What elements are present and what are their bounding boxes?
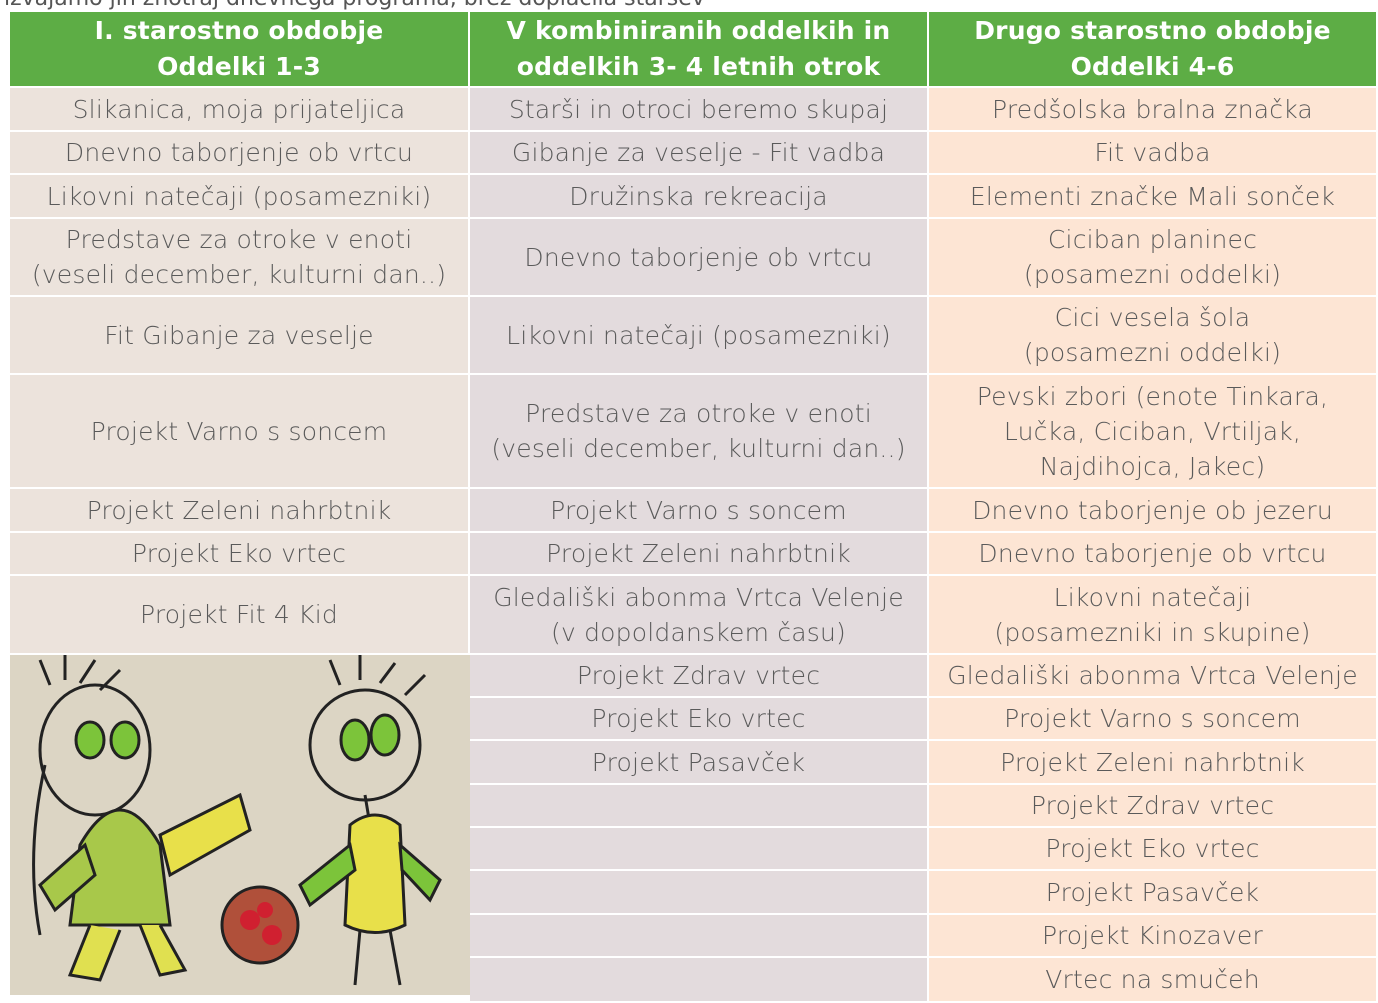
table-cell: Fit Gibanje za veselje (10, 297, 470, 375)
table-cell: Projekt Zeleni nahrbtnik (929, 741, 1378, 785)
table-cell: Projekt Zdrav vrtec (929, 785, 1378, 828)
table-cell: Dnevno taborjenje ob vrtcu (10, 132, 470, 175)
table-cell: Projekt Eko vrtec (470, 698, 929, 741)
table-cell: Projekt Varno s soncem (470, 489, 929, 533)
table-cell: Projekt Kinozaver (929, 915, 1378, 958)
empty-cell (470, 915, 929, 958)
table-cell: Gibanje za veselje - Fit vadba (470, 132, 929, 175)
table-cell: Pevski zbori (enote Tinkara, Lučka, Cici… (929, 375, 1378, 489)
table-cell: Projekt Pasavček (470, 741, 929, 785)
header-cell: V kombiniranih oddelkih in oddelkih 3- 4… (470, 12, 929, 88)
table-cell: Fit vadba (929, 132, 1378, 175)
table-cell: Cici vesela šola (posamezni oddelki) (929, 297, 1378, 375)
empty-cell (470, 828, 929, 871)
table-cell: Vrtec na smučeh (929, 958, 1378, 1003)
table-cell: Dnevno taborjenje ob vrtcu (470, 219, 929, 297)
table-cell: Predstave za otroke v enoti (veseli dece… (10, 219, 470, 297)
table-cell: Dnevno taborjenje ob jezeru (929, 489, 1378, 533)
table-cell: Slikanica, moja prijateljica (10, 88, 470, 132)
header-cell: Drugo starostno obdobje Oddelki 4-6 (929, 12, 1378, 88)
table-cell: Projekt Eko vrtec (929, 828, 1378, 871)
empty-cell (470, 958, 929, 1003)
child-drawing (10, 655, 470, 995)
table-cell: Gledališki abonma Vrtca Velenje (929, 655, 1378, 698)
table-cell: Projekt Zeleni nahrbtnik (470, 533, 929, 576)
table-cell: Ciciban planinec (posamezni oddelki) (929, 219, 1378, 297)
table-cell: Likovni natečaji (posamezniki) (10, 175, 470, 219)
table-cell: Projekt Fit 4 Kid (10, 576, 470, 655)
table-cell: Predšolska bralna značka (929, 88, 1378, 132)
header-cell: I. starostno obdobje Oddelki 1-3 (10, 12, 470, 88)
empty-cell (470, 785, 929, 828)
table-cell: Projekt Varno s soncem (10, 375, 470, 489)
table-cell: Projekt Varno s soncem (929, 698, 1378, 741)
table-cell: Dnevno taborjenje ob vrtcu (929, 533, 1378, 576)
table-cell: Starši in otroci beremo skupaj (470, 88, 929, 132)
table-cell: Elementi značke Mali sonček (929, 175, 1378, 219)
table-cell: Projekt Zdrav vrtec (470, 655, 929, 698)
table-cell: Projekt Pasavček (929, 871, 1378, 915)
table-cell: Družinska rekreacija (470, 175, 929, 219)
table-cell: Predstave za otroke v enoti (veseli dece… (470, 375, 929, 489)
table-cell: Projekt Eko vrtec (10, 533, 470, 576)
table-cell: Likovni natečaji (posamezniki) (470, 297, 929, 375)
empty-cell (470, 871, 929, 915)
table-cell: Projekt Zeleni nahrbtnik (10, 489, 470, 533)
table-cell: Gledališki abonma Vrtca Velenje (v dopol… (470, 576, 929, 655)
intro-text: izvajamo jih znotraj dnevnega programa, … (4, 0, 705, 11)
table-cell: Likovni natečaji (posamezniki in skupine… (929, 576, 1378, 655)
